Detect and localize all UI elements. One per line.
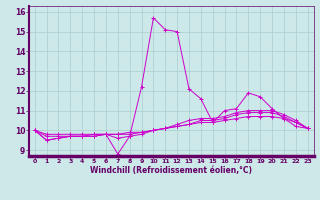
X-axis label: Windchill (Refroidissement éolien,°C): Windchill (Refroidissement éolien,°C) [90, 166, 252, 175]
